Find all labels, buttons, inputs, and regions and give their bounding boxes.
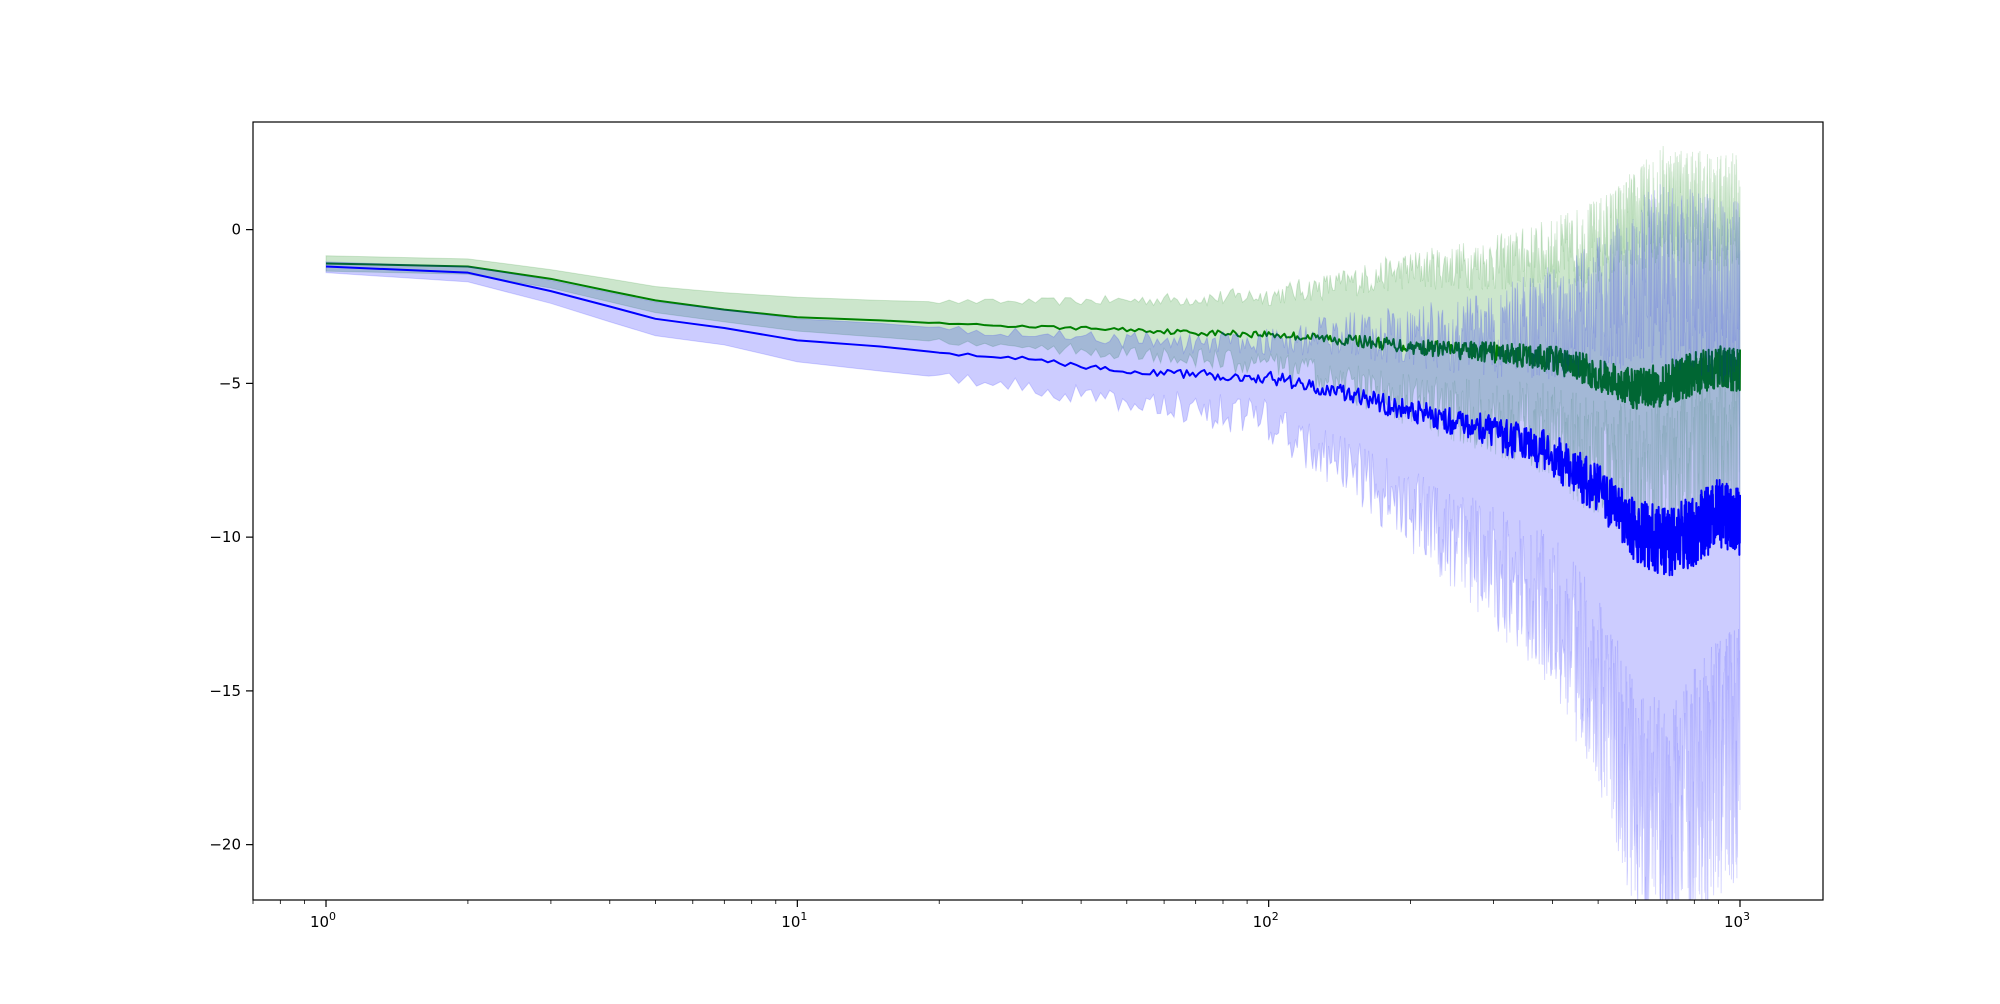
series-1-band	[325, 184, 1741, 900]
series-0-line	[325, 262, 1741, 410]
x-tick-label: 101	[781, 910, 807, 931]
y-tick-label: −20	[209, 836, 241, 854]
x-tick-label: 102	[1253, 910, 1279, 931]
y-tick-label: −5	[219, 374, 241, 392]
y-tick-label: 0	[231, 221, 241, 239]
series-0-band	[325, 145, 1741, 558]
y-tick-label: −10	[209, 528, 241, 546]
series-1-line	[325, 265, 1741, 577]
plot-area	[325, 145, 1741, 900]
plot-frame	[252, 121, 1824, 901]
y-tick-label: −15	[209, 682, 241, 700]
x-tick-label: 100	[310, 910, 336, 931]
x-tick-label: 103	[1724, 910, 1750, 931]
